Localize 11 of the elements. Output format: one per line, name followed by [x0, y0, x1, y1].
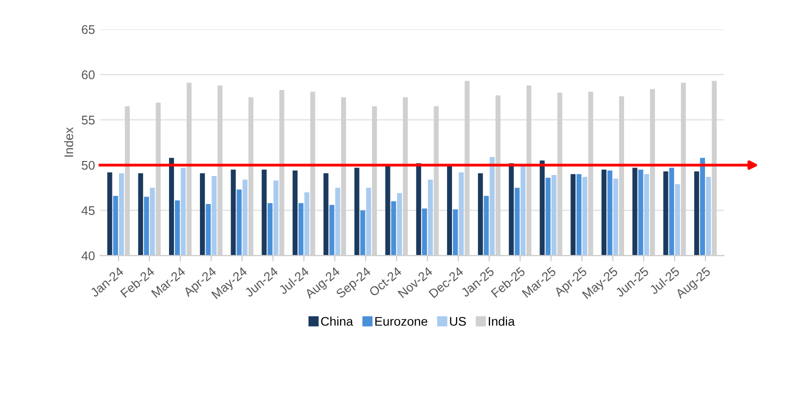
y-tick-label: 45 — [82, 206, 95, 215]
y-tick-label: 50 — [82, 160, 95, 170]
legend-label: India — [488, 316, 515, 326]
legend-label: US — [450, 316, 466, 326]
y-tick-label: 60 — [82, 70, 95, 80]
legend-label: Eurozone — [375, 317, 428, 326]
y-tick-label: 65 — [82, 25, 95, 34]
y-tick-label: 55 — [82, 116, 95, 124]
y-tick-label: 40 — [82, 251, 95, 260]
y-axis-title: Index — [64, 127, 74, 157]
legend-label: China — [321, 316, 354, 326]
